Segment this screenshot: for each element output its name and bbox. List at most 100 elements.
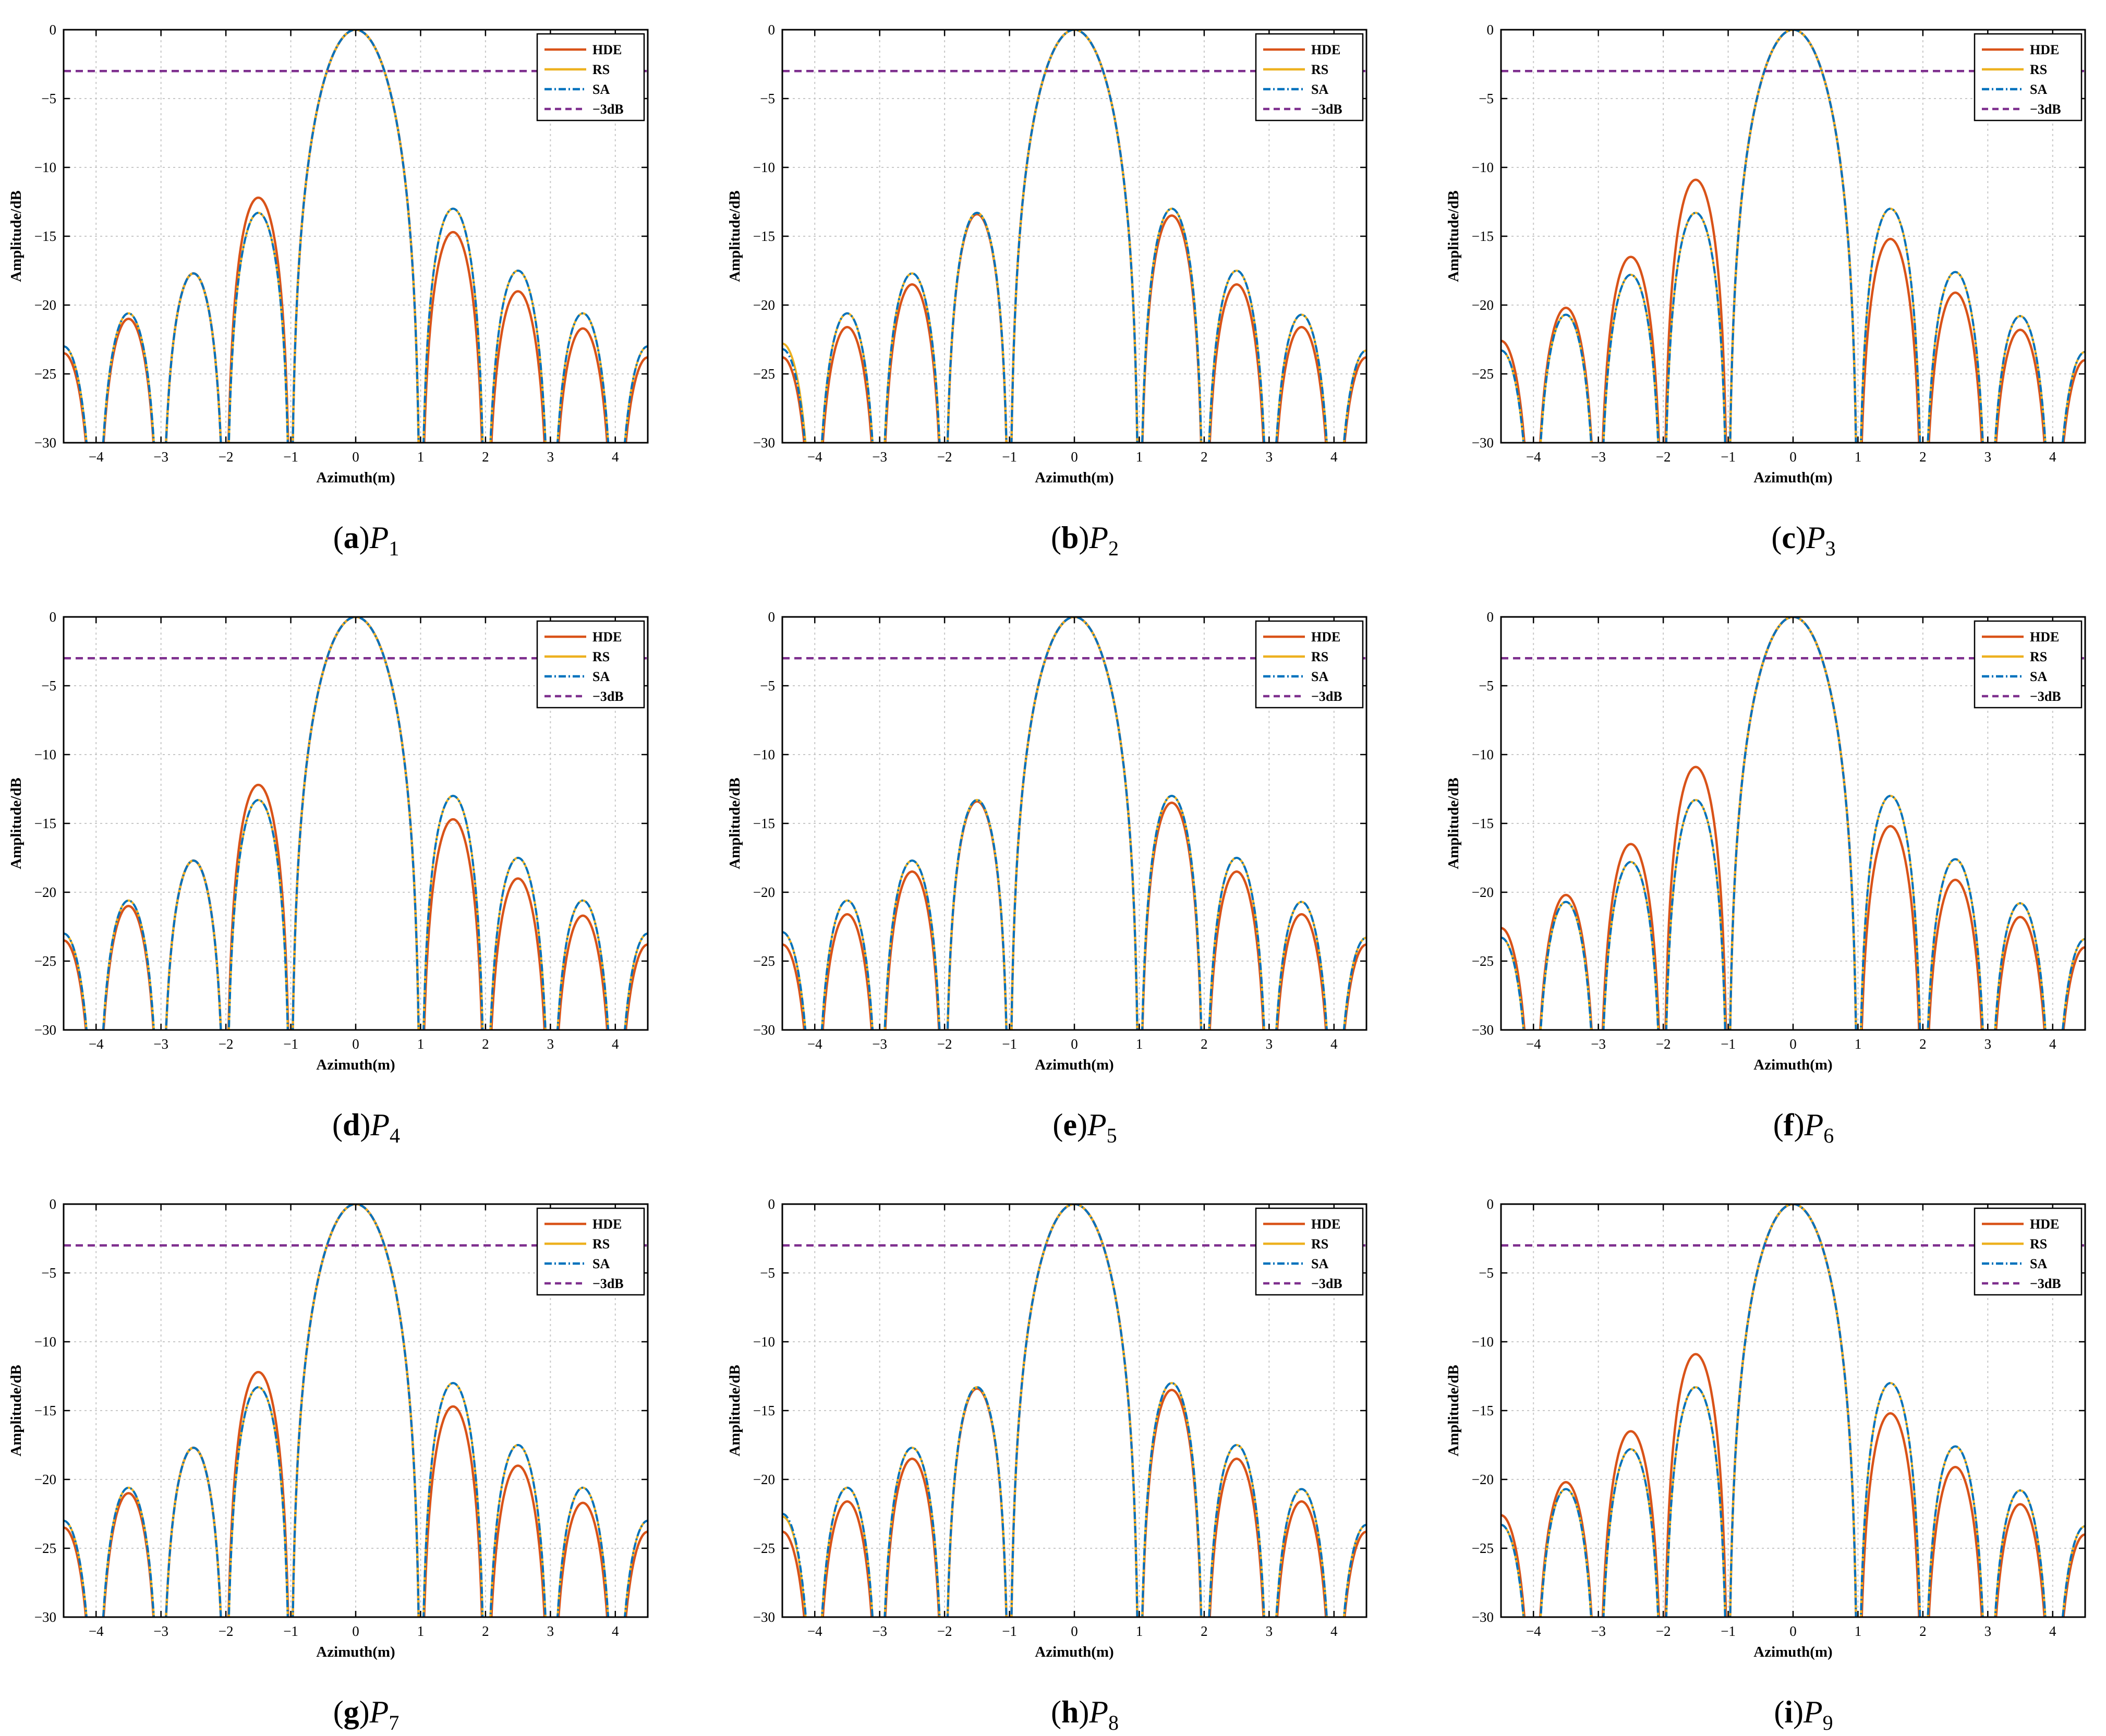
x-tick-label: 1 [1136,1623,1143,1639]
x-tick-label: 3 [1984,1036,1992,1052]
y-axis-title: Amplitude/dB [727,1365,743,1456]
legend-label: SA [2030,669,2047,684]
y-axis-title: Amplitude/dB [727,778,743,869]
legend-label: HDE [2030,1217,2059,1232]
panel-caption: (e)P5 [1052,1108,1117,1147]
x-tick-label: −3 [872,449,887,465]
x-tick-label: −4 [89,1623,104,1639]
x-tick-label: 3 [1266,449,1273,465]
x-tick-label: 0 [1789,449,1797,465]
x-tick-label: −4 [1526,1623,1541,1639]
y-tick-label: −10 [1472,160,1494,175]
panel-caption: (g)P7 [333,1695,400,1734]
x-tick-label: −2 [937,1623,952,1639]
x-tick-label: −1 [1721,1036,1736,1052]
y-tick-label: −25 [1472,953,1494,969]
x-tick-label: −1 [1721,449,1736,465]
y-tick-label: −20 [1472,1472,1494,1487]
y-tick-label: −10 [1472,747,1494,762]
x-tick-label: 2 [482,1036,489,1052]
x-tick-label: 4 [612,1623,619,1639]
y-tick-label: −10 [34,1334,56,1350]
x-tick-label: −4 [807,449,822,465]
legend-label: −3dB [592,102,624,117]
x-tick-label: 4 [2049,449,2056,465]
x-tick-label: −2 [219,1623,234,1639]
legend-label: −3dB [592,689,624,704]
y-tick-label: −10 [753,1334,775,1350]
y-tick-label: 0 [768,1196,776,1212]
y-tick-label: −15 [1472,1403,1494,1418]
legend-box [1255,620,1364,709]
legend-label: RS [1311,649,1328,664]
x-tick-label: 1 [1855,1036,1862,1052]
x-tick-label: 0 [1071,449,1078,465]
legend-label: HDE [1311,42,1340,57]
y-tick-label: −25 [34,366,56,382]
legend-label: −3dB [1311,689,1342,704]
x-tick-label: −3 [1591,1623,1606,1639]
chart-panel-h: −4 −3 −2 −1 0 1 2 3 40−5−10−15−20−25−30Azimuth(m… [727,1196,1367,1734]
x-tick-label: 4 [2049,1623,2056,1639]
legend-label: SA [1311,1256,1328,1271]
x-axis-title: Azimuth(m) [1753,1057,1832,1073]
y-tick-label: 0 [1487,609,1494,625]
y-axis-title: Amplitude/dB [8,1365,25,1456]
x-tick-label: 3 [1266,1623,1273,1639]
y-tick-label: −5 [760,1265,775,1281]
y-tick-label: −20 [753,884,775,900]
y-tick-label: −20 [1472,884,1494,900]
x-tick-label: −2 [937,449,952,465]
x-tick-label: 2 [1919,1623,1927,1639]
y-tick-label: −15 [34,816,56,831]
legend-label: HDE [592,629,622,645]
y-tick-label: 0 [50,1196,57,1212]
y-tick-label: −15 [34,228,56,244]
legend-box [536,33,645,122]
x-tick-label: 1 [1855,449,1862,465]
y-tick-label: −5 [41,91,56,106]
y-tick-label: −25 [1472,366,1494,382]
chart-panel-g: −4 −3 −2 −1 0 1 2 3 40−5−10−15−20−25−30Azimuth(m… [8,1196,649,1734]
legend-label: −3dB [2030,689,2061,704]
x-tick-label: −4 [89,449,104,465]
x-tick-label: −2 [1656,1623,1671,1639]
legend-label: RS [1311,1236,1328,1252]
x-tick-label: 2 [482,449,489,465]
x-tick-label: 0 [1789,1036,1797,1052]
y-tick-label: −30 [753,1609,775,1625]
legend-label: HDE [592,1217,622,1232]
legend-label: −3dB [2030,102,2061,117]
x-tick-label: 4 [612,449,619,465]
legend-label: SA [592,82,610,97]
y-tick-label: −20 [34,1472,56,1487]
chart-panel-c: −4 −3 −2 −1 0 1 2 3 40−5−10−15−20−25−30Azimuth(m… [1445,22,2086,560]
x-tick-label: −4 [807,1623,822,1639]
x-axis-title: Azimuth(m) [316,1644,395,1660]
legend-label: RS [1311,62,1328,77]
y-tick-label: −5 [760,678,775,694]
y-tick-label: −5 [1479,678,1494,694]
y-axis-title: Amplitude/dB [1445,1365,1462,1456]
y-tick-label: 0 [1487,1196,1494,1212]
x-axis-title: Azimuth(m) [1035,1644,1113,1660]
panel-caption: (c)P3 [1771,520,1835,560]
x-tick-label: 3 [547,1036,554,1052]
x-tick-label: 3 [1266,1036,1273,1052]
legend-label: HDE [2030,629,2059,645]
x-tick-label: −4 [1526,449,1541,465]
x-tick-label: 0 [352,1623,359,1639]
x-tick-label: 1 [1136,1036,1143,1052]
x-axis-title: Azimuth(m) [1035,1057,1113,1073]
x-tick-label: 0 [1789,1623,1797,1639]
x-axis-title: Azimuth(m) [1753,469,1832,486]
x-tick-label: 0 [352,1036,359,1052]
y-tick-label: −5 [1479,91,1494,106]
x-axis-title: Azimuth(m) [316,1057,395,1073]
x-tick-label: 0 [1071,1036,1078,1052]
x-tick-label: −4 [1526,1036,1541,1052]
x-tick-label: 3 [547,1623,554,1639]
legend-box [536,1207,645,1296]
x-axis-title: Azimuth(m) [316,469,395,486]
chart-panel-a: −4 −3 −2 −1 0 1 2 3 40−5−10−15−20−25−30Azimuth(m… [8,22,649,560]
